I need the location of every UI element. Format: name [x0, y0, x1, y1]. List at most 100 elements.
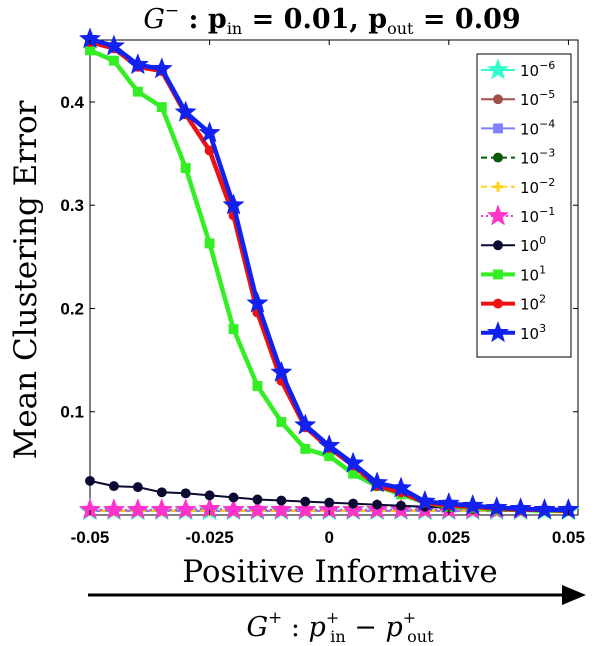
legend-label-6: 100 — [520, 234, 546, 255]
point-7-6 — [228, 324, 239, 335]
point-9-1 — [102, 34, 126, 56]
title-g: G — [143, 4, 165, 35]
legend-entry-9: 103 — [481, 321, 546, 343]
y-tick-label-0: 0.1 — [60, 403, 84, 422]
sub-p2-sub: out — [407, 627, 434, 646]
point-7-10 — [324, 451, 335, 462]
point-7-5 — [204, 238, 215, 249]
point-6-2 — [132, 482, 143, 493]
point-7-1 — [108, 55, 119, 66]
point-7-2 — [132, 86, 143, 97]
point-9-5 — [198, 121, 221, 143]
title-p1-sub: in — [227, 19, 242, 38]
point-5-3 — [150, 498, 173, 520]
point-9-16 — [461, 493, 484, 516]
legend: 10−6 10−5 10−4 10−3 10−2 10−1 100 101 102 103 — [476, 53, 572, 358]
point-6-13 — [396, 500, 406, 511]
point-7-11 — [348, 468, 359, 479]
point-5-2 — [126, 498, 149, 520]
point-9-9 — [294, 413, 317, 435]
point-6-7 — [252, 494, 263, 505]
sub-p1: p — [309, 612, 326, 643]
series-9 — [78, 27, 580, 520]
legend-label-5: 10−1 — [520, 205, 555, 226]
point-6-12 — [372, 499, 383, 510]
point-9-10 — [318, 434, 341, 456]
legend-label-4: 10−2 — [520, 176, 555, 197]
point-7-0 — [85, 45, 95, 56]
legend-label-8: 102 — [520, 293, 546, 314]
legend-entry-6: 100 — [481, 234, 546, 255]
point-6-6 — [228, 492, 239, 503]
point-9-15 — [437, 491, 460, 514]
title-eq1: = 0.01, — [242, 4, 368, 35]
legend-marker-5 — [486, 204, 510, 226]
point-6-3 — [156, 487, 167, 498]
title-eq2: = 0.09 — [413, 4, 520, 35]
point-5-1 — [102, 498, 126, 520]
point-7-9 — [300, 443, 311, 454]
legend-entry-1: 10−5 — [481, 88, 555, 109]
point-6-0 — [85, 475, 95, 486]
legend-label-2: 10−4 — [520, 117, 555, 138]
point-9-3 — [150, 57, 173, 79]
legend-marker-0 — [486, 58, 510, 80]
legend-marker-4 — [493, 181, 503, 192]
point-5-8 — [270, 498, 293, 520]
legend-marker-1 — [493, 94, 503, 105]
point-6-1 — [108, 481, 119, 492]
series-layer — [78, 27, 580, 521]
x-tick-label-1: -0.025 — [186, 528, 234, 547]
legend-entry-3: 10−3 — [481, 147, 555, 168]
legend-marker-7 — [493, 269, 503, 280]
point-9-14 — [413, 489, 437, 512]
point-9-4 — [174, 100, 197, 122]
sub-minus: − — [346, 612, 386, 643]
legend-entry-8: 102 — [481, 293, 546, 314]
point-9-17 — [485, 496, 508, 518]
legend-box — [476, 53, 572, 358]
legend-label-7: 101 — [520, 263, 546, 284]
x-tick-label-3: 0.025 — [428, 528, 471, 547]
sub-colon: : — [282, 612, 308, 643]
point-6-10 — [324, 497, 335, 508]
x-tick-label-0: -0.05 — [71, 528, 110, 547]
title-p2-sub: out — [387, 19, 414, 38]
x-axis-label: Positive Informative — [182, 554, 497, 590]
point-6-4 — [180, 488, 191, 499]
legend-entry-7: 101 — [481, 263, 546, 284]
y-tick-label-2: 0.3 — [60, 196, 84, 215]
title-p1: p — [208, 4, 227, 35]
legend-label-9: 103 — [520, 322, 546, 343]
x-tick-label-4: 0.05 — [552, 528, 585, 547]
legend-entry-0: 10−6 — [481, 58, 555, 80]
legend-marker-3 — [493, 152, 503, 163]
x-axis-ticks: -0.05 -0.025 0 0.025 0.05 — [71, 40, 585, 547]
point-7-8 — [276, 417, 287, 428]
point-6-5 — [204, 490, 215, 501]
legend-entry-4: 10−2 — [481, 176, 555, 197]
point-9-8 — [270, 360, 293, 382]
point-7-4 — [180, 163, 191, 173]
y-axis-label: Mean Clustering Error — [8, 100, 44, 459]
point-8-5 — [204, 145, 215, 156]
sub-p1-sup: + — [326, 608, 339, 627]
y-tick-label-1: 0.2 — [60, 299, 84, 318]
y-tick-label-3: 0.4 — [60, 93, 84, 112]
sub-p1-sub: in — [330, 627, 345, 646]
point-9-12 — [365, 471, 389, 493]
svg-text:G− : pin = 0.01, pout = 0.09: G− : pin = 0.01, pout = 0.09 — [143, 1, 520, 38]
legend-marker-8 — [493, 298, 503, 309]
point-9-2 — [126, 53, 149, 75]
sub-p2: p — [385, 612, 402, 643]
legend-marker-2 — [493, 123, 503, 134]
plot-area — [78, 27, 580, 521]
legend-entry-2: 10−4 — [481, 117, 555, 138]
legend-entry-5: 10−1 — [481, 204, 555, 226]
sub-x-label: G+ : p+ in − p+ out — [246, 608, 434, 646]
sub-g: G — [246, 612, 268, 643]
title-g-sup: − — [165, 1, 179, 21]
legend-marker-6 — [493, 240, 503, 251]
svg-text:G+ : p+in − p+out: G+ : p+ in − p+ out — [246, 608, 434, 646]
point-7-3 — [156, 102, 167, 113]
